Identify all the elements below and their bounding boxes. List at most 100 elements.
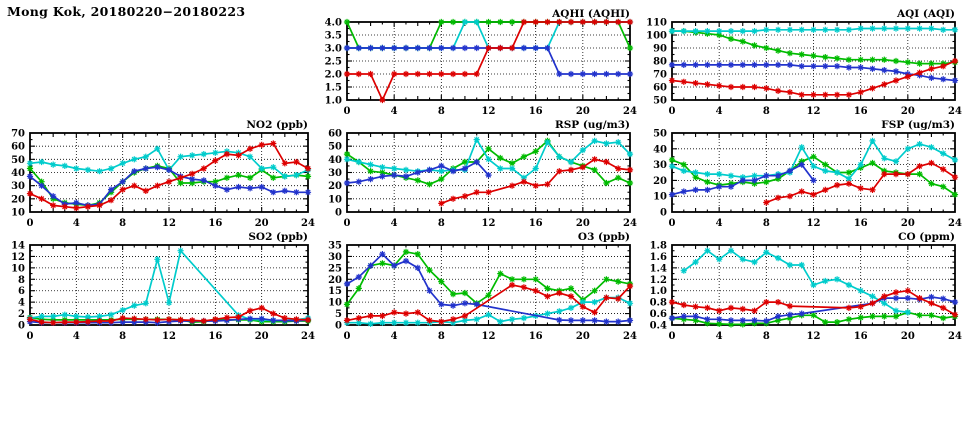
chart-title-so2: SO2 (ppb): [248, 231, 308, 243]
x-tick-label-so2: 16: [208, 331, 222, 342]
x-tick-label-rsp: 20: [576, 218, 590, 229]
y-tick-label-co: 1.0: [650, 286, 667, 297]
x-tick-label-so2: 20: [255, 331, 269, 342]
x-tick-label-so2: 4: [73, 331, 80, 342]
series-red-o3: [343, 281, 634, 325]
y-tick-label-aqhi: 4.0: [325, 18, 342, 29]
series-red-so2: [26, 304, 312, 326]
y-tick-label-no2: 60: [11, 142, 25, 153]
y-tick-label-aqi: 50: [653, 96, 667, 107]
y-tick-label-rsp: 60: [328, 129, 342, 140]
y-tick-label-rsp: 40: [328, 155, 342, 166]
chart-title-co: CO (ppm): [898, 231, 955, 243]
y-tick-label-aqhi: 3.5: [325, 31, 342, 42]
y-tick-label-so2: 12: [11, 252, 25, 263]
y-tick-label-aqi: 80: [653, 57, 667, 68]
gridlines-so2: [30, 245, 308, 325]
x-tick-label-aqi: 8: [763, 106, 770, 117]
x-tick-label-fsp: 8: [763, 218, 770, 229]
chart-svg-aqi: AQI (AQI) 0 4 8 12 16 20 24 50 60 70 80 90 100 110: [646, 8, 962, 117]
x-tick-label-so2: 24: [301, 331, 315, 342]
x-tick-label-o3: 0: [344, 331, 351, 342]
chart-svg-co: CO (ppm) 0 4 8 12 16 20 24 0.40.60.81.01.21.41.6…: [650, 231, 962, 342]
x-tick-label-no2: 24: [301, 218, 315, 229]
x-tick-label-aqhi: 4: [391, 106, 398, 117]
x-tick-label-fsp: 4: [716, 218, 723, 229]
y-tick-label-rsp: 10: [328, 194, 342, 205]
x-tick-label-co: 20: [901, 331, 915, 342]
series-red-aqhi: [343, 18, 634, 104]
y-tick-label-no2: 20: [11, 194, 25, 205]
y-tick-label-aqhi: 1.0: [325, 96, 342, 107]
x-tick-label-o3: 24: [623, 331, 637, 342]
y-tick-label-no2: 50: [11, 155, 25, 166]
y-tick-label-so2: 14: [11, 241, 25, 252]
y-tick-label-so2: 6: [18, 286, 25, 297]
y-tick-label-so2: 8: [18, 275, 25, 286]
x-tick-label-rsp: 8: [438, 218, 445, 229]
x-tick-label-aqhi: 24: [623, 106, 637, 117]
x-tick-label-aqhi: 8: [438, 106, 445, 117]
x-tick-label-no2: 8: [119, 218, 126, 229]
series-red-fsp: [763, 159, 959, 206]
y-tick-label-aqhi: 2.5: [325, 57, 342, 68]
series-blue-aqi: [668, 61, 959, 84]
x-tick-label-o3: 16: [529, 331, 543, 342]
y-tick-label-o3: 25: [328, 263, 342, 274]
chart-title-aqi: AQI (AQI): [896, 8, 955, 20]
y-tick-label-no2: 10: [11, 208, 25, 219]
y-tick-label-so2: 4: [18, 298, 25, 309]
y-tick-label-rsp: 20: [328, 181, 342, 192]
x-tick-label-rsp: 24: [623, 218, 637, 229]
series-cyan-co: [680, 247, 911, 316]
x-tick-label-aqi: 24: [948, 106, 962, 117]
chart-aqhi: AQHI (AQHI) 0 4 8 12 16 20 24 1.0 1.5 2.0 2.5 3.0 3.5…: [317, 6, 644, 124]
y-tick-label-aqi: 60: [653, 83, 667, 94]
chart-no2: NO2 (ppb) 0 4 8 12 16 20 24 10 20 30 40 50 60 70: [0, 117, 322, 236]
x-tick-label-co: 0: [669, 331, 676, 342]
chart-title-aqhi: AQHI (AQHI): [551, 8, 630, 20]
chart-title-no2: NO2 (ppb): [246, 119, 308, 131]
x-tick-label-aqhi: 0: [344, 106, 351, 117]
chart-aqi: AQI (AQI) 0 4 8 12 16 20 24 50 60 70 80 90 100 110: [642, 6, 969, 124]
x-tick-label-fsp: 24: [948, 218, 962, 229]
x-tick-label-aqi: 4: [716, 106, 723, 117]
y-tick-label-o3: 35: [328, 241, 342, 252]
page-title: Mong Kok, 20180220−20180223: [7, 4, 246, 19]
chart-o3: O3 (ppb) 0 4 8 12 16 20 24 0 5 10 15 20 25 30 35: [317, 229, 644, 349]
y-tick-label-co: 0.8: [650, 298, 667, 309]
chart-svg-rsp: RSP (ug/m3) 0 4 8 12 16 20 24 0 10 20 30 40 50 60: [328, 119, 637, 229]
x-tick-label-rsp: 0: [344, 218, 351, 229]
x-tick-label-no2: 16: [208, 218, 222, 229]
x-tick-label-no2: 20: [255, 218, 269, 229]
series-red-no2: [26, 140, 312, 212]
y-tick-label-o3: 20: [328, 275, 342, 286]
x-tick-label-fsp: 12: [807, 218, 821, 229]
y-tick-label-rsp: 30: [328, 168, 342, 179]
x-tick-label-no2: 12: [162, 218, 176, 229]
y-tick-label-o3: 30: [328, 252, 342, 263]
x-tick-label-co: 8: [763, 331, 770, 342]
x-tick-label-aqi: 16: [854, 106, 868, 117]
y-tick-label-fsp: 40: [653, 144, 667, 155]
y-tick-label-so2: 0: [18, 321, 25, 332]
x-tick-label-so2: 8: [119, 331, 126, 342]
y-tick-label-so2: 10: [11, 263, 25, 274]
y-tick-label-co: 0.6: [650, 309, 667, 320]
y-tick-label-o3: 5: [335, 309, 342, 320]
y-tick-label-aqhi: 2.0: [325, 70, 342, 81]
chart-co: CO (ppm) 0 4 8 12 16 20 24 0.4 0.6 0.8 1.0 1.2 1.4 1.6…: [642, 229, 969, 349]
x-tick-label-aqi: 12: [807, 106, 821, 117]
plot-border-fsp: [671, 132, 956, 213]
x-tick-label-rsp: 12: [482, 218, 496, 229]
chart-title-o3: O3 (ppb): [578, 231, 630, 243]
y-tick-label-co: 0.4: [650, 321, 667, 332]
y-tick-label-rsp: 0: [335, 208, 342, 219]
y-tick-label-no2: 30: [11, 181, 25, 192]
x-tick-label-o3: 8: [438, 331, 445, 342]
y-tick-label-fsp: 50: [653, 129, 667, 140]
y-tick-label-co: 1.4: [650, 263, 667, 274]
series-blue-o3: [343, 251, 634, 325]
x-tick-label-rsp: 16: [529, 218, 543, 229]
